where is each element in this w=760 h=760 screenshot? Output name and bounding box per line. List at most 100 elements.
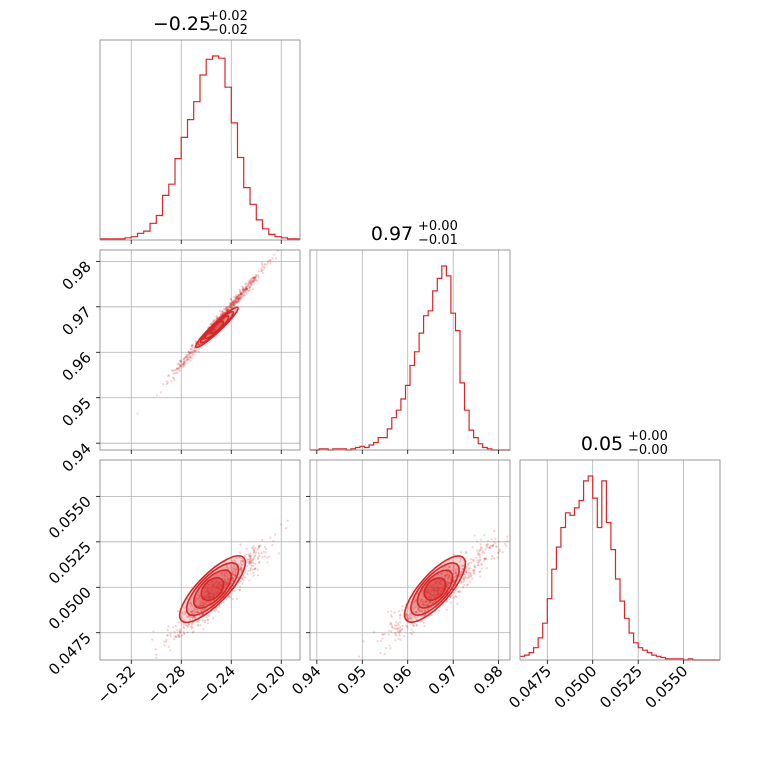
sample-point	[417, 608, 420, 611]
sample-point	[202, 619, 205, 622]
sample-point	[413, 600, 416, 603]
sample-point	[445, 608, 448, 612]
sample-point	[203, 596, 206, 599]
sample-point	[230, 302, 233, 305]
sample-point	[249, 557, 252, 560]
sample-point	[181, 634, 184, 637]
sample-point	[425, 601, 428, 604]
contour-level	[423, 577, 447, 602]
sample-point	[215, 580, 219, 583]
sample-point	[152, 630, 155, 633]
sample-point	[473, 564, 476, 567]
sample-point	[237, 297, 240, 300]
sample-point	[217, 581, 221, 584]
sample-point	[407, 614, 410, 617]
sample-point	[209, 591, 212, 594]
sample-point	[465, 584, 469, 587]
sample-point	[424, 609, 427, 612]
sample-point	[239, 297, 242, 300]
sample-point	[197, 343, 200, 346]
param-title-2: 0.05 +0.00−0.00	[581, 429, 668, 458]
sample-point	[248, 285, 252, 288]
sample-point	[210, 589, 213, 592]
sample-point	[446, 577, 450, 580]
sample-point	[476, 561, 479, 564]
sample-point	[200, 609, 203, 612]
sample-point	[252, 545, 255, 548]
sample-point	[427, 591, 430, 594]
sample-point	[397, 637, 400, 641]
sample-point	[269, 259, 272, 262]
sample-point	[232, 304, 235, 307]
sample-point	[232, 304, 235, 307]
sample-point	[190, 611, 193, 614]
sample-point	[231, 303, 234, 306]
sample-point	[244, 289, 247, 292]
sample-point	[212, 320, 215, 323]
sample-point	[190, 603, 193, 606]
sample-point	[449, 576, 452, 579]
sample-point	[232, 303, 235, 306]
sample-point	[445, 580, 448, 583]
sample-point	[241, 559, 244, 563]
sample-point	[173, 630, 176, 634]
sample-point	[467, 568, 470, 572]
sample-point	[254, 554, 257, 557]
sample-point	[196, 604, 199, 608]
sample-point	[249, 282, 252, 285]
sample-point	[227, 305, 230, 308]
sample-point	[397, 623, 400, 626]
sample-point	[249, 569, 252, 572]
sample-point	[241, 582, 244, 585]
sample-point	[412, 624, 415, 628]
sample-point	[231, 304, 234, 307]
sample-point	[254, 551, 258, 554]
sample-point	[240, 296, 243, 299]
sample-point	[189, 359, 192, 362]
sample-point	[445, 600, 448, 603]
sample-point	[189, 352, 192, 355]
sample-point	[191, 623, 194, 626]
sample-point	[257, 556, 260, 559]
sample-point	[446, 582, 449, 585]
sample-point	[230, 303, 233, 306]
sample-point	[243, 555, 246, 558]
sample-point	[209, 596, 213, 599]
sample-point	[238, 291, 241, 294]
sample-point	[408, 615, 411, 618]
sample-point	[439, 586, 442, 589]
sample-point	[435, 593, 438, 597]
sample-point	[459, 575, 462, 578]
sample-point	[405, 626, 408, 629]
contours-layer	[178, 306, 467, 624]
sample-point	[415, 606, 418, 609]
sample-point	[232, 299, 235, 302]
sample-point	[245, 561, 249, 564]
sample-point	[242, 290, 245, 293]
sample-point	[423, 625, 426, 628]
sample-point	[249, 557, 252, 561]
sample-point	[166, 381, 169, 384]
sample-point	[429, 595, 432, 598]
sample-point	[239, 567, 242, 570]
sample-point	[491, 544, 495, 547]
sample-point	[407, 617, 410, 620]
sample-point	[483, 557, 486, 561]
y-tick-label: 0.0550	[45, 493, 95, 543]
sample-point	[472, 569, 475, 572]
sample-point	[206, 622, 209, 625]
sample-point	[438, 582, 441, 585]
sample-point	[243, 288, 246, 291]
x-tick-label: −0.32	[94, 662, 139, 707]
sample-point	[256, 568, 259, 571]
sample-point	[431, 594, 434, 597]
sample-point	[424, 599, 427, 603]
x-tick-label: −0.20	[244, 662, 289, 707]
sample-point	[206, 618, 209, 621]
sample-point	[215, 575, 218, 578]
sample-point	[459, 573, 462, 576]
sample-point	[215, 580, 218, 584]
sample-point	[265, 547, 268, 551]
sample-point	[358, 655, 361, 658]
sample-point	[237, 297, 240, 300]
